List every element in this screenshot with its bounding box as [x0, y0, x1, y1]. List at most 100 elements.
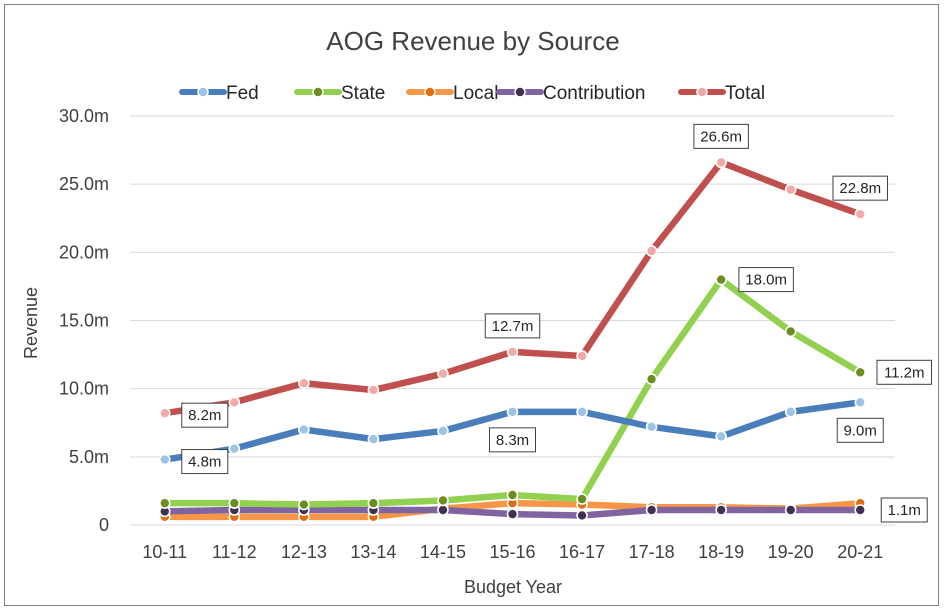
data-label-text: 11.2m	[884, 364, 925, 381]
data-label-text: 4.8m	[188, 454, 221, 471]
legend-item-contribution: Contribution	[496, 83, 645, 104]
data-label: 18.0m	[738, 267, 794, 293]
data-point	[645, 373, 658, 385]
y-tick-label: 25.0m	[59, 174, 109, 194]
data-point	[506, 406, 519, 418]
data-point	[715, 430, 727, 443]
data-point	[437, 504, 449, 516]
data-point	[645, 421, 658, 433]
data-point	[784, 325, 797, 338]
data-point	[367, 384, 380, 396]
y-tick-label: 5.0m	[69, 447, 109, 467]
data-point	[715, 156, 727, 169]
data-point	[645, 504, 658, 516]
legend-item-local: Local	[406, 83, 498, 104]
data-point	[158, 497, 171, 509]
data-label-box	[489, 427, 536, 453]
data-label: 26.6m	[693, 123, 749, 149]
data-point	[158, 407, 171, 420]
data-point	[437, 494, 449, 507]
legend-item-total: Total	[678, 83, 765, 104]
data-point	[506, 346, 519, 358]
data-point	[367, 497, 380, 509]
series-layer	[158, 156, 867, 523]
data-label: 8.3m	[489, 427, 536, 453]
x-tick-label: 17-18	[629, 542, 675, 562]
data-label-text: 26.6m	[700, 128, 742, 145]
data-label: 11.2m	[876, 359, 932, 385]
legend-label: Contribution	[543, 83, 645, 104]
x-tick-label: 15-16	[489, 542, 535, 562]
y-axis-ticks: 0 5.0m 10.0m 15.0m 20.0m 25.0m 30.0m	[59, 106, 109, 535]
data-point	[228, 442, 241, 455]
data-point	[437, 425, 449, 437]
x-tick-label: 18-19	[698, 542, 744, 562]
series-state	[158, 273, 867, 511]
legend-marker	[696, 86, 708, 98]
data-label-text: 22.8m	[839, 180, 881, 197]
data-label-text: 8.3m	[496, 432, 529, 449]
data-label-box	[836, 417, 884, 443]
y-tick-label: 15.0m	[59, 311, 109, 331]
y-tick-label: 20.0m	[59, 242, 109, 262]
data-point	[576, 509, 588, 522]
x-tick-label: 13-14	[350, 542, 396, 562]
data-point	[784, 406, 797, 418]
data-point	[576, 406, 588, 418]
data-point	[506, 508, 519, 520]
data-point	[854, 396, 867, 409]
data-point	[854, 504, 867, 516]
data-point	[854, 208, 867, 220]
y-tick-label: 0	[99, 515, 109, 535]
data-point	[298, 377, 310, 390]
legend-marker	[197, 86, 209, 98]
data-label-text: 12.7m	[492, 318, 534, 335]
legend-label: State	[341, 83, 385, 104]
legend-marker	[312, 86, 324, 98]
chart-title: AOG Revenue by Source	[326, 26, 619, 56]
data-label-box	[880, 497, 928, 523]
x-tick-label: 19-20	[768, 542, 814, 562]
data-point	[228, 497, 241, 509]
data-point	[715, 273, 727, 286]
x-tick-label: 11-12	[212, 542, 257, 562]
y-tick-label: 30.0m	[59, 106, 109, 126]
y-axis-title: Revenue	[21, 287, 41, 359]
x-tick-label: 16-17	[559, 542, 605, 562]
legend-label: Local	[453, 83, 498, 104]
legend-item-state: State	[294, 83, 385, 104]
data-label-text: 9.0m	[844, 422, 877, 439]
data-point	[784, 183, 797, 196]
data-point	[298, 498, 310, 511]
legend-label: Fed	[226, 83, 259, 104]
legend-item-fed: Fed	[179, 83, 259, 104]
data-label-box	[832, 175, 888, 201]
legend-marker	[514, 86, 526, 98]
data-point	[228, 396, 241, 409]
x-axis-title: Budget Year	[464, 577, 562, 597]
data-label: 1.1m	[880, 497, 928, 523]
data-point	[576, 350, 588, 362]
y-tick-label: 10.0m	[59, 379, 109, 399]
x-tick-label: 12-13	[281, 542, 327, 562]
legend-label: Total	[725, 83, 765, 104]
x-tick-label: 14-15	[420, 542, 466, 562]
chart-frame: AOG Revenue by Source Fed State Local Contr…	[4, 4, 939, 606]
data-label-text: 18.0m	[745, 272, 787, 289]
data-point	[645, 245, 658, 257]
x-tick-label: 20-21	[837, 542, 883, 562]
data-label-box	[876, 359, 932, 385]
x-axis-ticks: 10-11 11-12 12-13 13-14 14-15 15-16 16-17 17-18…	[142, 542, 883, 562]
data-label-text: 1.1m	[888, 502, 921, 519]
data-labels: 4.8m 8.3m 9.0m 18.0m 11.2m 1.1m 8.2m 12.7m 26.6m…	[181, 123, 932, 523]
data-point	[854, 366, 867, 379]
legend-marker	[424, 86, 436, 98]
x-tick-label: 10-11	[142, 542, 187, 562]
data-label-box	[181, 402, 229, 428]
data-label: 4.8m	[181, 449, 229, 475]
legend: Fed State Local Contribution Total	[179, 83, 765, 104]
data-label: 12.7m	[484, 313, 541, 339]
data-label-box	[484, 313, 541, 339]
line-chart: AOG Revenue by Source Fed State Local Contr…	[21, 26, 932, 597]
data-point	[158, 453, 171, 466]
